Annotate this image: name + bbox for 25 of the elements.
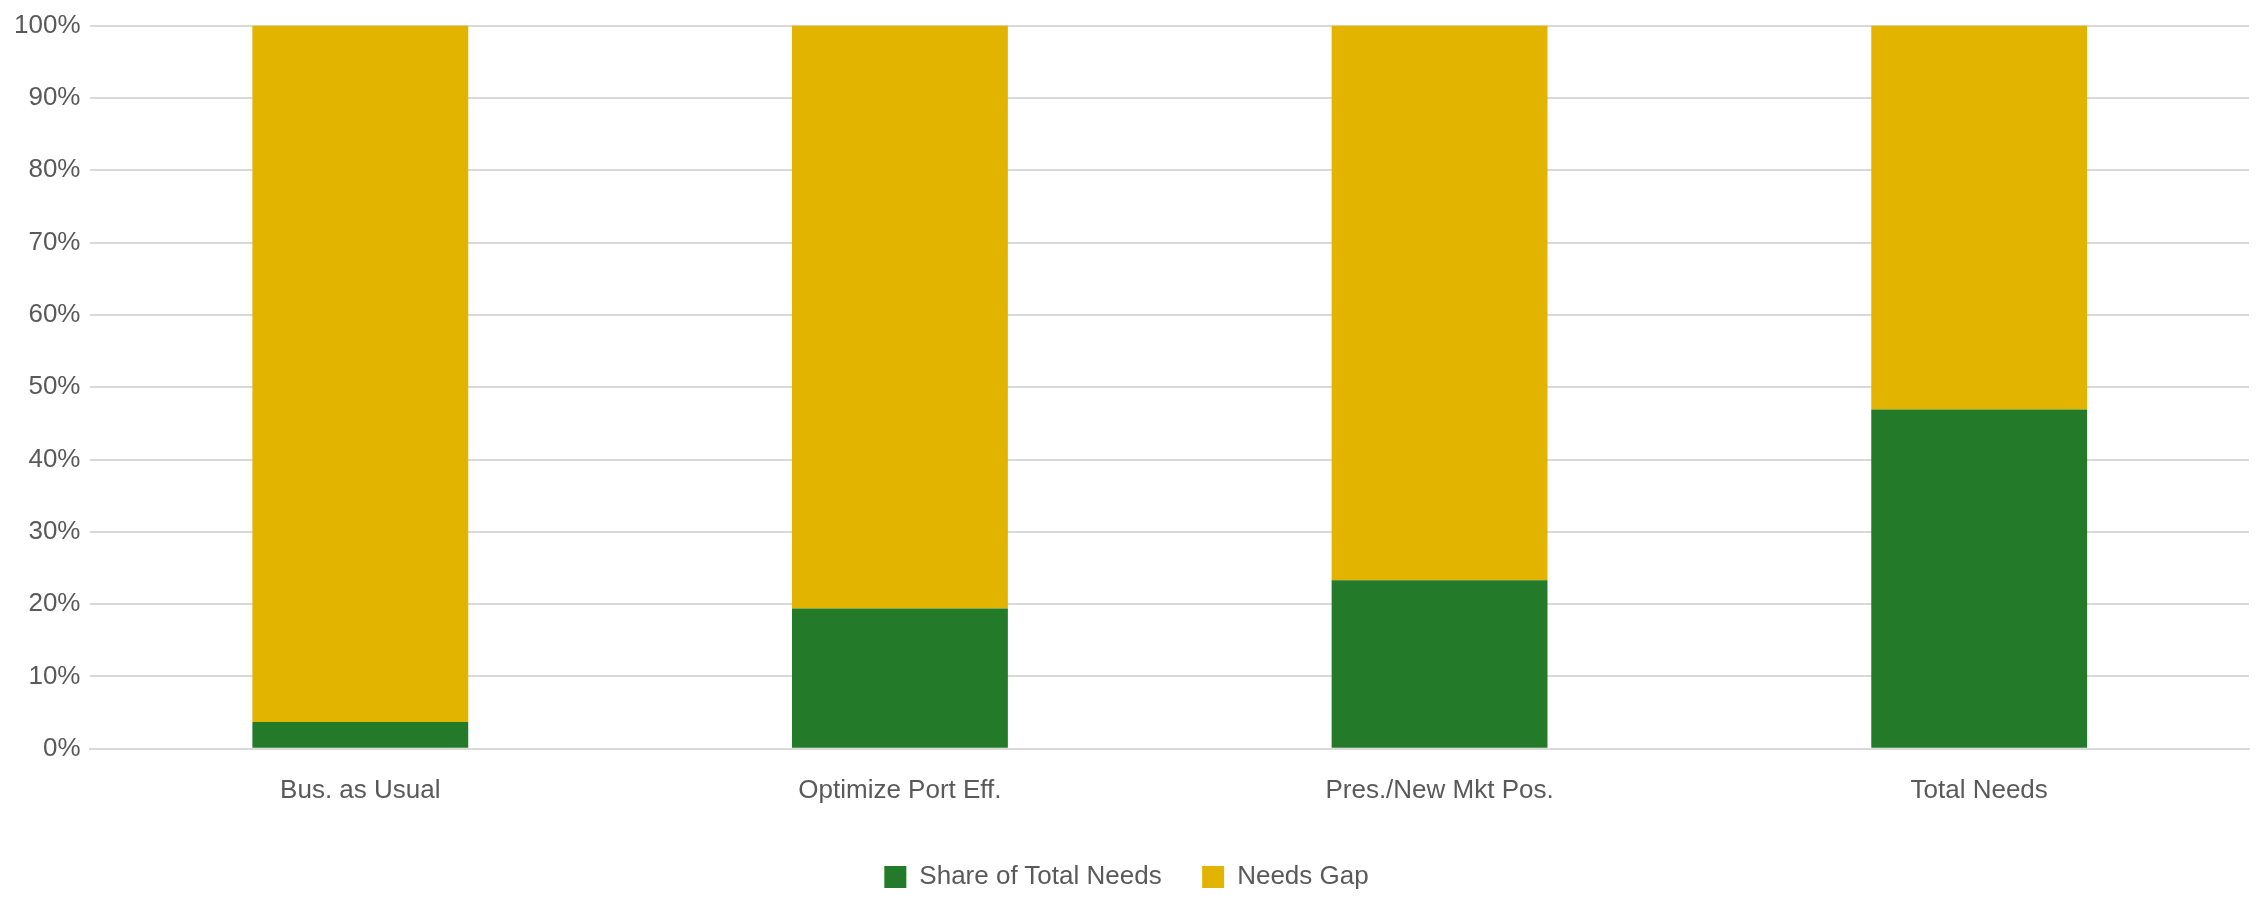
- bar: [1871, 25, 2088, 410]
- y-tick-label: 100%: [14, 8, 81, 39]
- legend-label: Share of Total Needs: [919, 860, 1162, 891]
- bar: [252, 722, 469, 748]
- bar: [1871, 409, 2088, 748]
- bar: [792, 608, 1008, 748]
- x-tick-label: Bus. as Usual: [280, 773, 441, 804]
- y-tick-label: 40%: [28, 442, 81, 473]
- y-tick-label: 30%: [28, 515, 81, 546]
- x-tick-label: Total Needs: [1910, 773, 2048, 804]
- y-tick-label: 90%: [28, 81, 81, 112]
- x-tick-label: Optimize Port Eff.: [798, 773, 1002, 804]
- bar: [1331, 580, 1548, 748]
- bar: [792, 25, 1008, 609]
- bar: [252, 25, 469, 723]
- y-tick-label: 70%: [28, 225, 81, 256]
- y-tick-label: 20%: [28, 587, 81, 618]
- y-tick-label: 60%: [28, 298, 81, 329]
- y-tick-label: 10%: [28, 659, 81, 690]
- legend-label: Needs Gap: [1237, 860, 1369, 891]
- bar: [1331, 25, 1548, 581]
- y-tick-label: 80%: [28, 153, 81, 184]
- y-tick-label: 0%: [42, 731, 81, 762]
- y-tick-label: 50%: [28, 370, 81, 401]
- x-tick-label: Pres./New Mkt Pos.: [1325, 773, 1554, 804]
